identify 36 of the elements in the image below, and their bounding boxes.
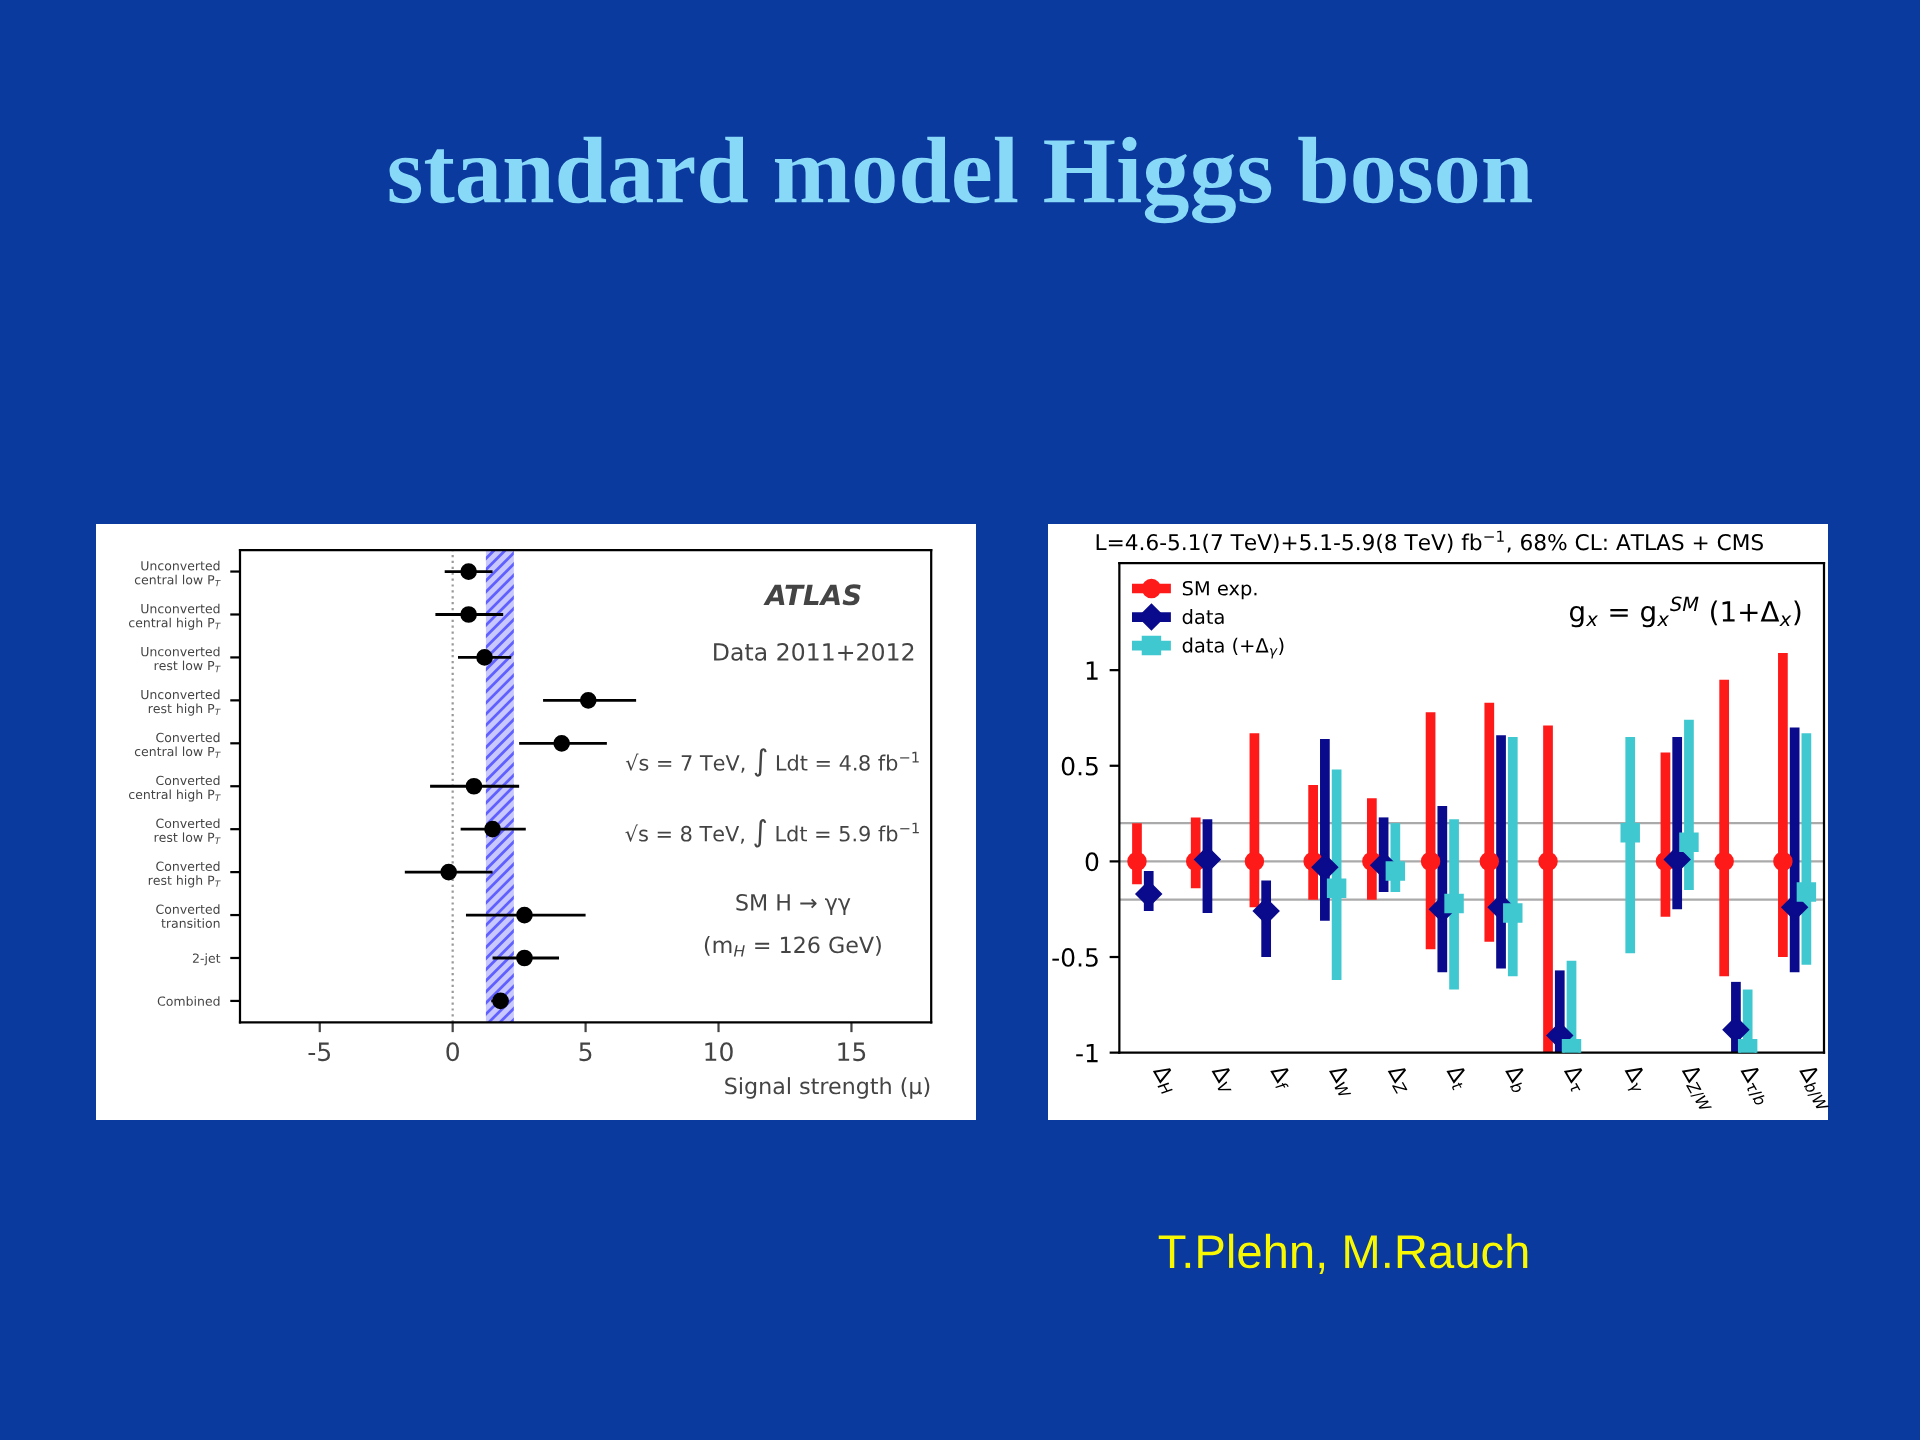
- legend-label: SM exp.: [1182, 580, 1257, 600]
- annotation: Data 2011+2012: [714, 642, 914, 661]
- text: T.Plehn, M.Rauch: [1158, 1233, 1528, 1274]
- x-tick-label: Δ$_{τ}$: [1560, 1062, 1591, 1095]
- chart-title: standard model Higgs boson: [389, 136, 1532, 224]
- x-tick-label: Δ$_{H}$: [1149, 1062, 1181, 1096]
- legend-label: data (+Δ$_{γ}$): [1182, 637, 1284, 659]
- annotation: g$_{x}$ = g$_{x}$$^{SM}$ (1+Δ$_{x}$): [1569, 596, 1801, 628]
- x-tick-label: 0: [446, 1042, 459, 1062]
- chart-title: L=4.6-5.1(7 TeV)+5.1-5.9(8 TeV) fb$^{−1}$, 68% CL: ATLAS + CMS: [1096, 530, 1763, 553]
- x-tick-label: Δ$_{b/W}$: [1794, 1062, 1837, 1114]
- x-tick-label: Δ$_{b}$: [1501, 1062, 1532, 1094]
- x-tick-label: Δ$_{γ}$: [1618, 1062, 1652, 1096]
- x-tick-label: -5: [308, 1042, 331, 1062]
- y-tick-label: 1: [1086, 661, 1098, 680]
- annotation: ATLAS: [763, 584, 861, 606]
- y-tick-label: -1: [1076, 1043, 1098, 1063]
- annotation: (m$_{H}$ = 126 GeV): [704, 936, 881, 957]
- annotation: √s = 7 TeV, ∫ Ldt = 4.8 fb$^{−1}$: [625, 748, 919, 777]
- x-tick-label: 15: [838, 1042, 866, 1062]
- x-tick-label: Δ$_{Z/W}$: [1677, 1062, 1720, 1114]
- annotation: SM H → γγ: [736, 893, 851, 916]
- x-tick-label: Δ$_{Z}$: [1384, 1062, 1415, 1096]
- x-tick-label: 10: [705, 1042, 733, 1062]
- y-tick-label: 0: [1085, 852, 1099, 872]
- x-tick-label: 5: [579, 1042, 592, 1062]
- legend-label: data: [1182, 609, 1224, 625]
- x-tick-label: Δ$_{τ/b}$: [1736, 1062, 1774, 1107]
- x-tick-label: Δ$_{f}$: [1267, 1062, 1296, 1093]
- y-tick-label: 0.5: [1061, 756, 1098, 776]
- x-tick-label: Δ$_{t}$: [1443, 1062, 1472, 1092]
- x-axis-title: Signal strength (μ): [725, 1077, 930, 1099]
- x-tick-label: Δ$_{V}$: [1208, 1062, 1239, 1096]
- y-tick-label: -0.5: [1052, 947, 1098, 967]
- x-tick-label: Δ$_{W}$: [1325, 1062, 1359, 1100]
- annotation: √s = 8 TeV, ∫ Ldt = 5.9 fb$^{−1}$: [625, 818, 919, 848]
